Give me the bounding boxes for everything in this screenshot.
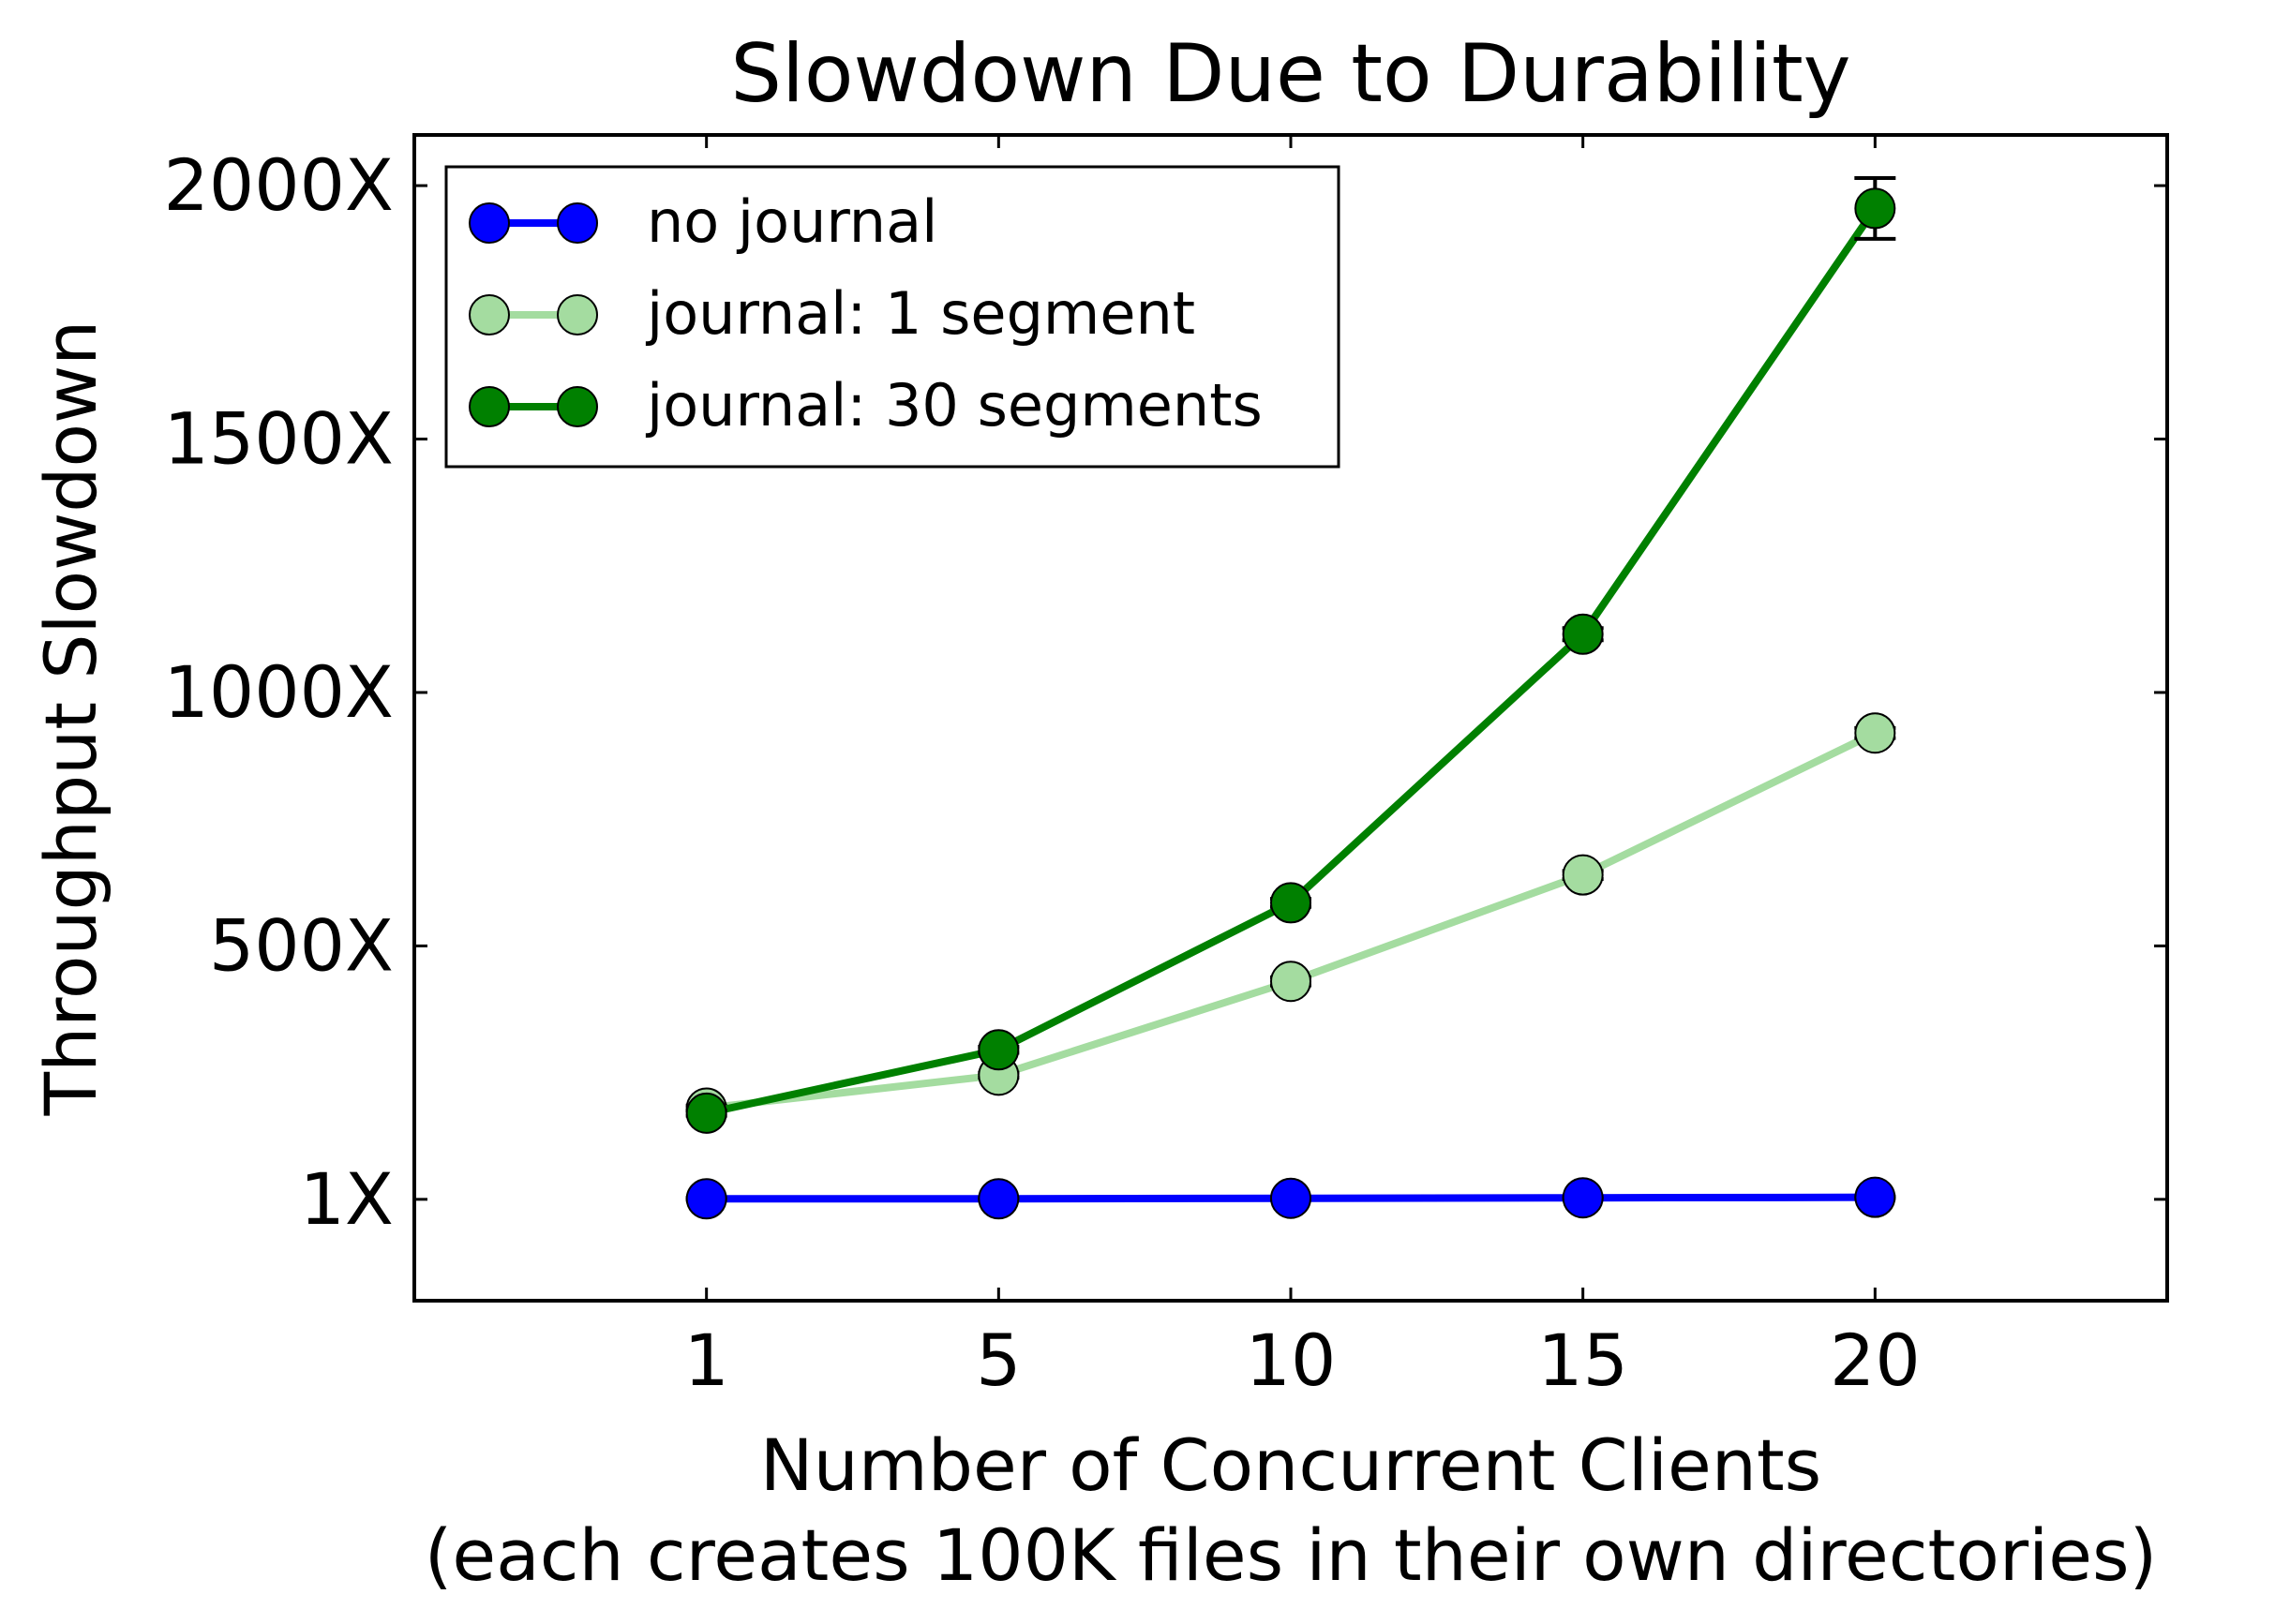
y-axis-label: Throughput Slowdown <box>29 320 112 1117</box>
legend-marker <box>469 294 510 335</box>
data-point <box>1854 187 1896 230</box>
chart-title: Slowdown Due to Durability <box>730 27 1850 121</box>
x-tick-label: 1 <box>683 1319 728 1402</box>
series-3 <box>685 175 1896 1134</box>
legend-marker <box>557 386 598 427</box>
y-tick-label: 1500X <box>164 397 394 481</box>
x-tick-label: 5 <box>976 1319 1021 1402</box>
legend: no journal journal: 1 segment journal: 30 … <box>444 165 1340 469</box>
data-point <box>685 1178 727 1220</box>
y-tick-label: 500X <box>209 903 394 987</box>
legend-marker <box>557 202 598 244</box>
legend-marker <box>469 386 510 427</box>
x-tick-label: 10 <box>1246 1319 1337 1402</box>
data-point <box>978 1178 1020 1220</box>
data-point <box>1562 1177 1604 1219</box>
y-tick-label: 1000X <box>164 650 394 734</box>
data-point <box>1562 613 1604 655</box>
data-point <box>1270 961 1311 1003</box>
legend-label: journal: 30 segments <box>645 371 1263 440</box>
x-axis-sublabel: (each creates 100K files in their own di… <box>425 1513 2157 1597</box>
data-point <box>1270 882 1311 924</box>
legend-label: journal: 1 segment <box>645 279 1195 348</box>
y-tick-label: 1X <box>300 1157 394 1241</box>
data-point <box>1854 712 1896 754</box>
y-tick-label: 2000X <box>164 143 394 227</box>
legend-marker <box>469 202 510 244</box>
legend-marker <box>557 294 598 335</box>
data-point <box>1854 1176 1896 1218</box>
x-tick-label: 15 <box>1537 1319 1628 1402</box>
series-1 <box>685 1176 1896 1220</box>
data-point <box>685 1092 727 1134</box>
legend-label: no journal <box>647 187 937 256</box>
data-point <box>978 1029 1020 1071</box>
data-point <box>1270 1177 1311 1219</box>
x-axis-label: Number of Concurrent Clients <box>760 1423 1822 1507</box>
data-point <box>1562 854 1604 896</box>
x-tick-label: 20 <box>1830 1319 1921 1402</box>
